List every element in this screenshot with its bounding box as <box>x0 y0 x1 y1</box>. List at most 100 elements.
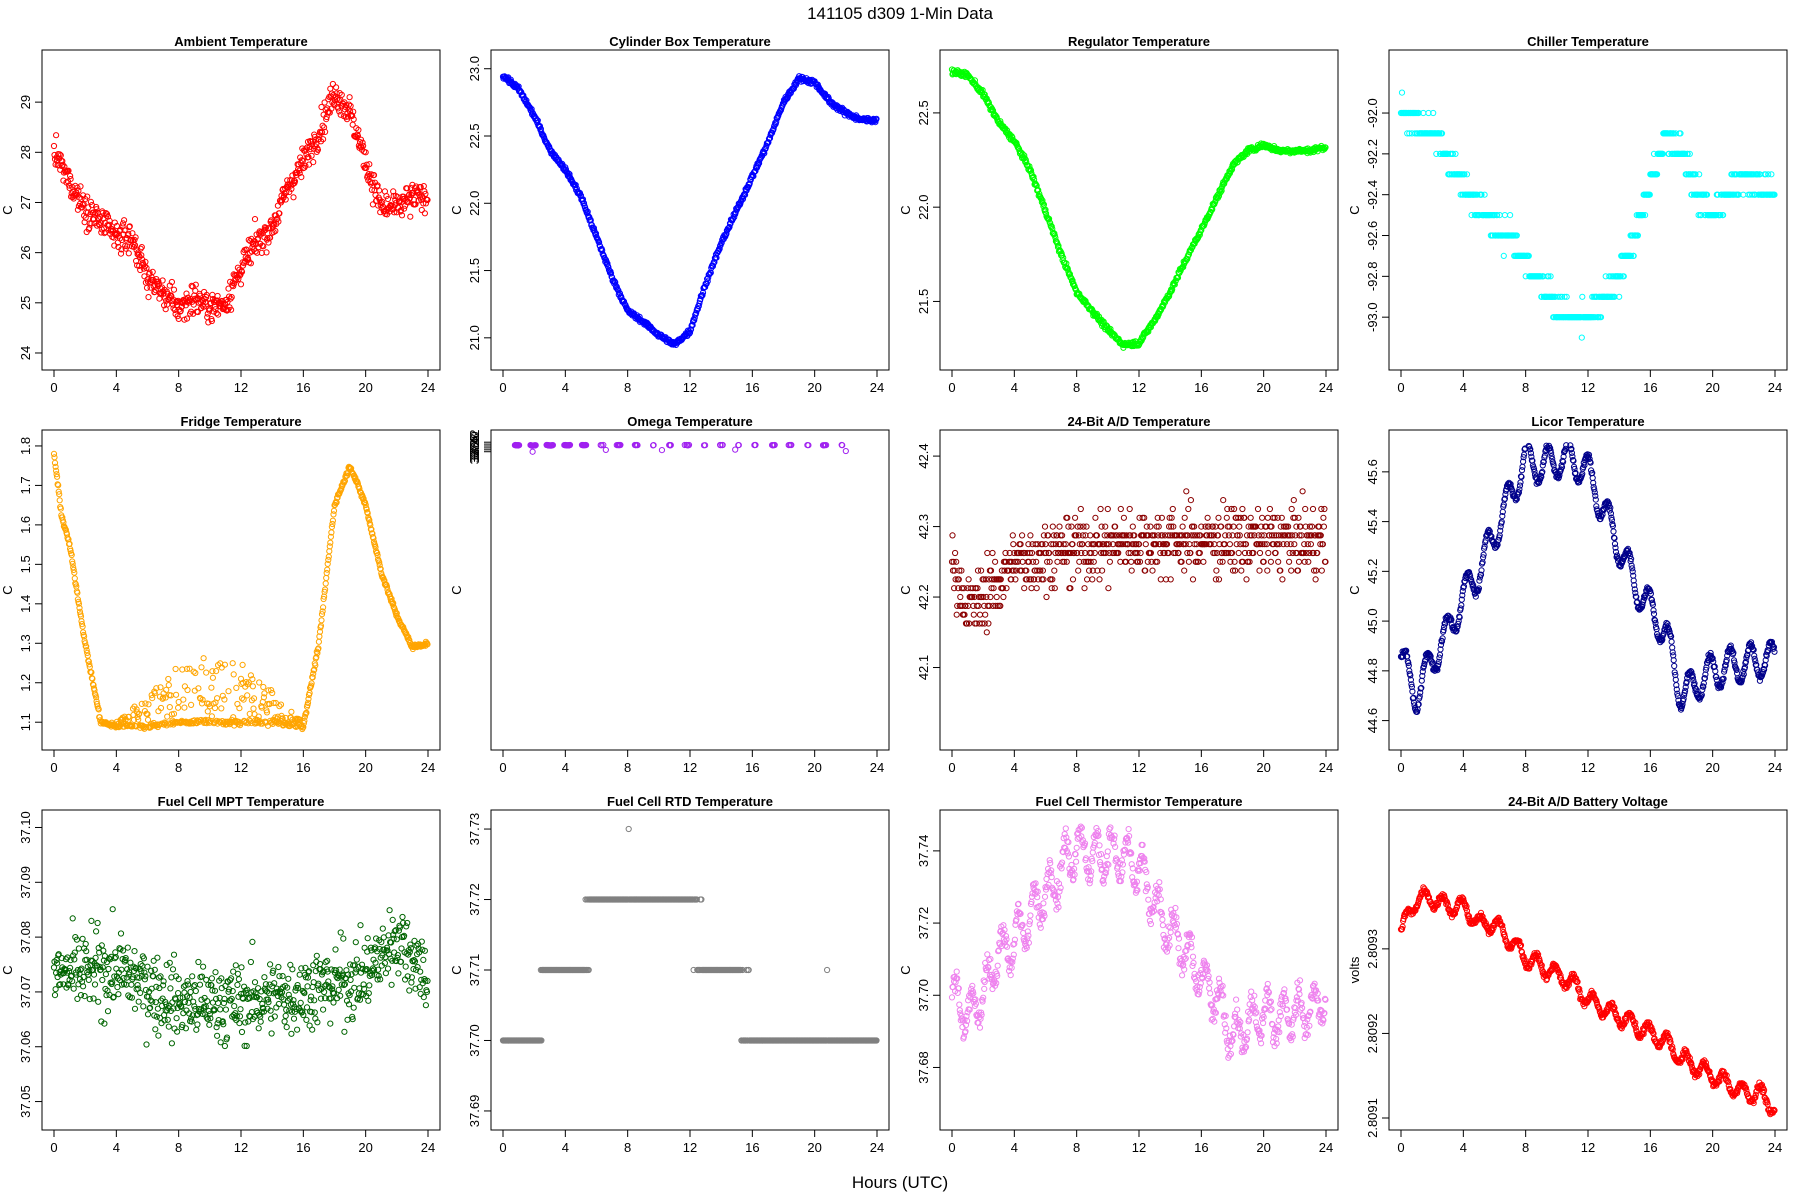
chiller-temperature-y-tick-label: -92.6 <box>1365 221 1380 251</box>
cylinder-box-temperature-point <box>545 142 552 149</box>
ambient-temperature-point <box>274 202 281 209</box>
24-bit-a-d-temperature-point <box>1275 558 1282 565</box>
24-bit-a-d-temperature-point <box>1041 523 1049 530</box>
fridge-temperature-point <box>218 705 225 712</box>
regulator-temperature-x-tick-label: 4 <box>1011 380 1018 395</box>
ambient-temperature-point <box>404 185 411 192</box>
chiller-temperature-y-axis: -93.0-92.8-92.6-92.4-92.2-92.0 <box>1365 98 1390 332</box>
ambient-temperature-point <box>270 221 277 228</box>
24-bit-a-d-temperature-x-tick-label: 24 <box>1319 760 1333 775</box>
ambient-temperature-point <box>326 109 333 116</box>
cylinder-box-temperature-y-tick-label: 22.5 <box>467 123 482 148</box>
24-bit-a-d-temperature-x-tick-label: 0 <box>948 760 955 775</box>
ambient-temperature-point <box>168 278 175 286</box>
ambient-temperature-point <box>67 172 74 180</box>
ambient-temperature-point <box>59 161 66 168</box>
ambient-temperature-point <box>305 154 312 161</box>
24-bit-a-d-temperature-point <box>1027 532 1034 539</box>
24-bit-a-d-temperature-point <box>1077 505 1084 513</box>
24-bit-a-d-temperature-point <box>1043 593 1050 601</box>
chiller-temperature-point <box>1398 89 1406 96</box>
24-bit-a-d-temperature-point <box>1142 541 1149 548</box>
regulator-temperature-y-tick-label: 21.5 <box>916 289 931 314</box>
ambient-temperature-point <box>349 112 356 119</box>
ambient-temperature-point <box>170 286 178 293</box>
24-bit-a-d-temperature-point <box>1243 576 1250 583</box>
ambient-temperature-point <box>121 217 128 224</box>
omega-temperature-x-tick-label: 20 <box>807 760 821 775</box>
ambient-temperature-point <box>310 159 317 166</box>
24-bit-a-d-temperature-point <box>1129 523 1136 530</box>
24-bit-a-d-temperature-point <box>1239 505 1246 513</box>
fridge-temperature-point <box>233 684 240 692</box>
chiller-temperature-x-tick-label: 24 <box>1768 380 1782 395</box>
ambient-temperature-point <box>188 282 195 289</box>
fridge-temperature-y-tick-label: 1.4 <box>18 595 33 613</box>
ambient-temperature-point <box>338 91 345 98</box>
licor-temperature-y-axis-label: C <box>1347 585 1362 594</box>
chiller-temperature-plot-frame <box>1388 49 1788 371</box>
licor-temperature-y-tick-label: 44.6 <box>1365 708 1380 733</box>
ambient-temperature-point <box>302 162 309 169</box>
chiller-temperature-y-axis-label: C <box>1347 205 1362 214</box>
24-bit-a-d-temperature-point <box>1089 576 1096 583</box>
24-bit-a-d-temperature-point <box>1299 488 1306 495</box>
fridge-temperature-x-tick-label: 24 <box>421 760 435 775</box>
fridge-temperature-point <box>165 675 172 683</box>
24-bit-a-d-temperature-point <box>1157 576 1164 583</box>
24-bit-a-d-temperature-point <box>1295 558 1303 565</box>
fridge-temperature-point <box>230 671 237 678</box>
fridge-temperature-point <box>204 708 211 715</box>
ambient-temperature-point <box>66 182 73 189</box>
ambient-temperature-point <box>417 184 424 191</box>
24-bit-a-d-temperature-point <box>1279 576 1286 583</box>
ambient-temperature-x-tick-label: 8 <box>175 380 182 395</box>
fridge-temperature-x-tick-label: 0 <box>50 760 57 775</box>
chiller-temperature-y-tick-label: -92.8 <box>1365 262 1380 292</box>
24-bit-a-d-temperature-point <box>1264 567 1271 574</box>
fridge-temperature-point <box>256 679 263 686</box>
ambient-temperature-y-tick-label: 25 <box>18 296 33 310</box>
24-bit-a-d-temperature-x-tick-label: 8 <box>1073 760 1080 775</box>
licor-temperature-x-tick-label: 16 <box>1643 760 1657 775</box>
ambient-temperature-point <box>272 227 279 235</box>
ambient-temperature-point <box>275 218 282 225</box>
24-bit-a-d-temperature-point <box>1290 497 1297 504</box>
ambient-temperature-point <box>346 94 353 101</box>
fridge-temperature-point <box>166 704 173 711</box>
ambient-temperature-point <box>298 174 305 181</box>
fridge-temperature-point <box>192 669 199 677</box>
fridge-temperature-point <box>250 705 257 712</box>
ambient-temperature-point <box>183 315 191 322</box>
24-bit-a-d-temperature-point <box>1183 488 1190 495</box>
24-bit-a-d-temperature-y-axis: 42.142.242.342.4 <box>916 443 941 680</box>
ambient-temperature-point <box>319 122 326 129</box>
ambient-temperature-point <box>132 234 139 241</box>
24-bit-a-d-temperature-point <box>984 549 991 557</box>
cylinder-box-temperature-point <box>520 92 527 99</box>
regulator-temperature-y-axis-label: C <box>898 205 913 214</box>
ambient-temperature-point <box>318 103 325 111</box>
fridge-temperature-point <box>190 668 197 675</box>
omega-temperature-outlier-point <box>658 447 666 454</box>
fridge-temperature-point <box>181 683 188 690</box>
24-bit-a-d-temperature-point <box>1318 567 1325 574</box>
ambient-temperature-point <box>57 152 64 159</box>
regulator-temperature-x-tick-label: 0 <box>948 380 955 395</box>
ambient-temperature-point <box>290 194 297 201</box>
fridge-temperature-point <box>173 691 180 698</box>
ambient-temperature-point <box>296 170 303 177</box>
fridge-temperature-point <box>145 701 152 708</box>
24-bit-a-d-temperature-point <box>1056 523 1063 530</box>
ambient-temperature-point <box>362 149 369 156</box>
ambient-temperature-point <box>138 244 145 251</box>
regulator-temperature-x-tick-label: 24 <box>1319 380 1333 395</box>
fridge-temperature-point <box>180 696 187 703</box>
ambient-temperature-point <box>113 222 121 230</box>
ambient-temperature-point <box>229 282 236 289</box>
24-bit-a-d-temperature-point <box>1265 549 1272 557</box>
